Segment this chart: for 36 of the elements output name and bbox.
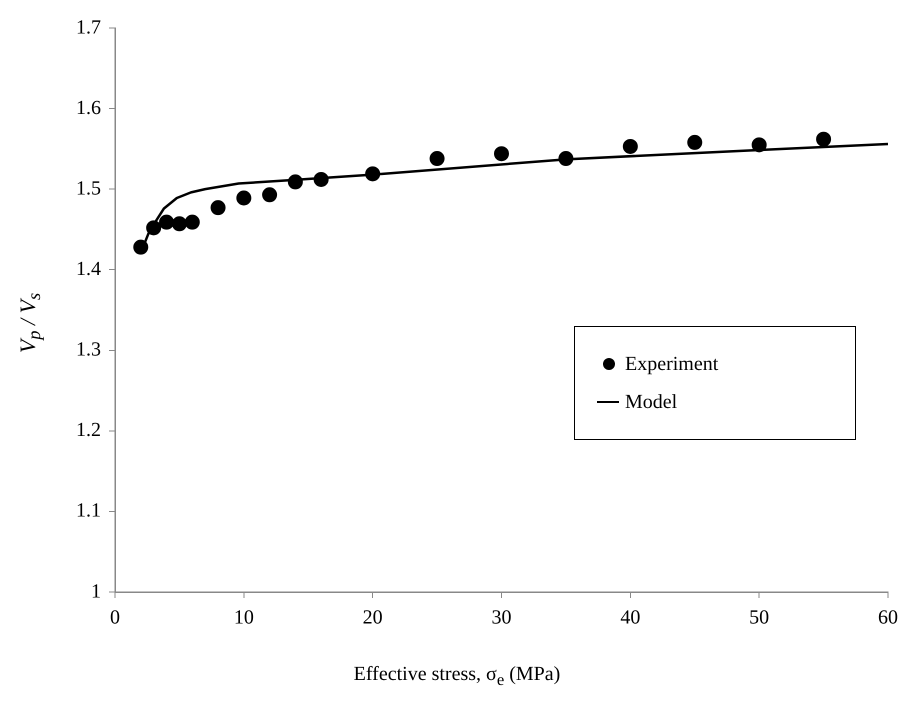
x-tick-label: 60	[878, 606, 898, 628]
point	[314, 172, 329, 187]
point	[146, 220, 162, 236]
x-tick-label: 50	[749, 606, 770, 628]
point	[236, 190, 252, 206]
y-tick-label: 1.5	[76, 177, 101, 200]
y-tick-label: 1.6	[76, 96, 101, 119]
y-tick-label: 1.2	[76, 419, 101, 442]
point	[494, 146, 509, 162]
y-tick-label: 1.1	[76, 500, 101, 522]
x-tick-label: 10	[234, 606, 254, 628]
y-tick-label: 1.4	[76, 258, 101, 280]
point	[262, 187, 278, 202]
point	[430, 151, 445, 166]
point	[210, 200, 226, 216]
point	[687, 134, 702, 150]
x-tick-label: 0	[110, 606, 120, 628]
legend-label: Model	[625, 390, 678, 414]
point	[172, 216, 187, 232]
point	[622, 138, 638, 154]
point	[133, 240, 148, 255]
point	[159, 214, 174, 230]
point	[184, 214, 200, 230]
point	[816, 132, 832, 147]
legend-label: Experiment	[625, 352, 718, 376]
point	[288, 174, 303, 190]
point	[558, 151, 574, 166]
point	[365, 166, 380, 182]
point	[752, 137, 767, 152]
x-tick-label: 20	[362, 606, 383, 628]
x-tick-label: 40	[620, 606, 640, 628]
y-tick-label: 1.3	[76, 338, 101, 361]
y-tick-label: 1.7	[76, 16, 101, 38]
x-tick-label: 30	[492, 606, 512, 628]
x-axis-title: Effective stress, σ$_{e}$ (MPa)	[352, 663, 562, 690]
y-tick-label: 1	[91, 580, 101, 602]
